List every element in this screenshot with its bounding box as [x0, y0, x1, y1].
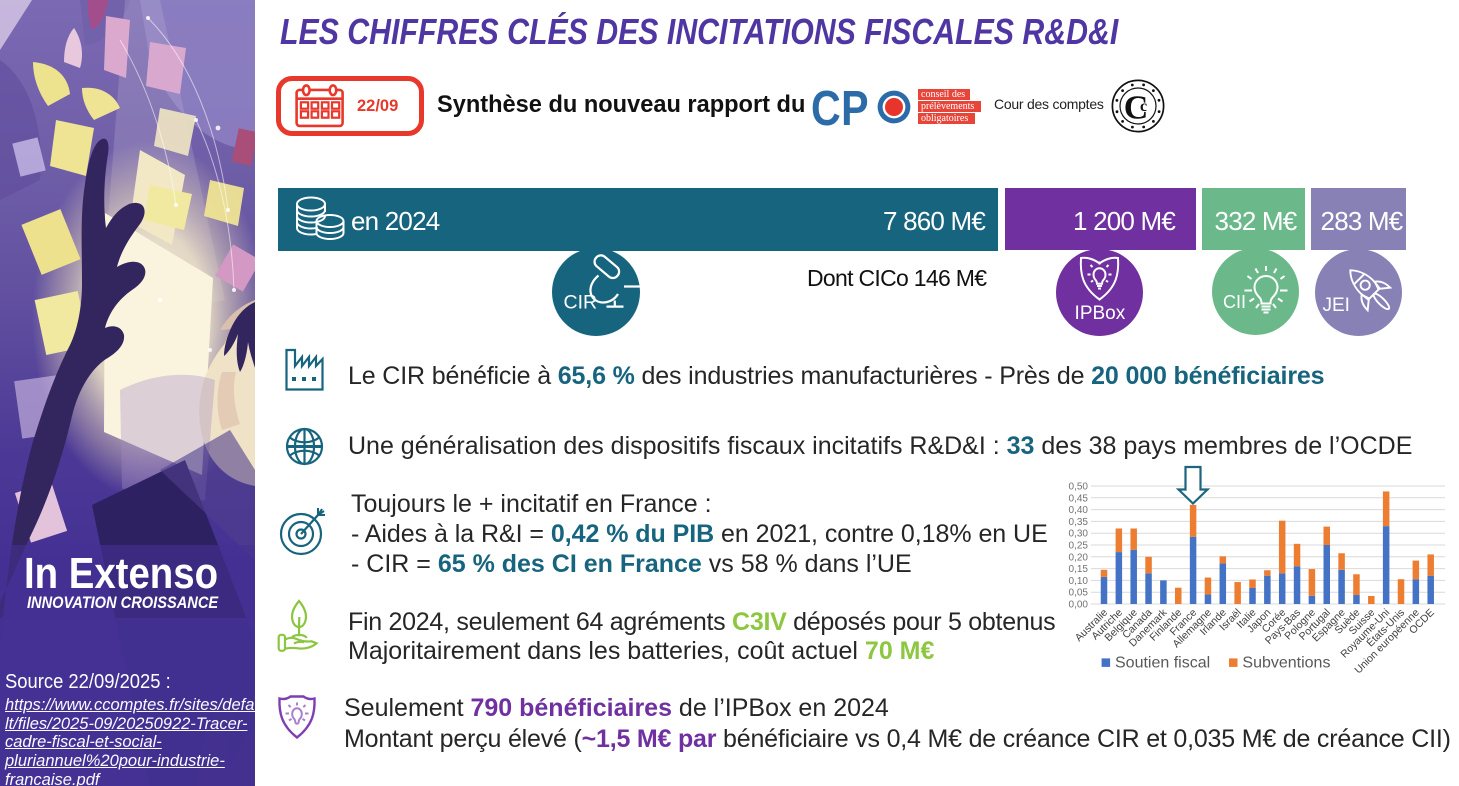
- svg-text:IPBox: IPBox: [1075, 303, 1126, 324]
- svg-text:CII: CII: [1223, 292, 1246, 312]
- svg-text:0,20: 0,20: [1069, 552, 1089, 563]
- svg-text:0,30: 0,30: [1069, 529, 1089, 540]
- svg-text:JEI: JEI: [1323, 295, 1350, 316]
- svg-text:0,10: 0,10: [1069, 576, 1089, 587]
- svg-text:0,40: 0,40: [1069, 505, 1089, 516]
- svg-text:Subventions: Subventions: [1242, 654, 1330, 671]
- svg-text:0,25: 0,25: [1069, 541, 1089, 552]
- svg-text:0,00: 0,00: [1069, 600, 1089, 611]
- svg-text:0,45: 0,45: [1069, 493, 1089, 504]
- svg-text:0,15: 0,15: [1069, 564, 1089, 575]
- svg-text:c: c: [1140, 98, 1147, 115]
- svg-text:0,05: 0,05: [1069, 588, 1089, 599]
- svg-text:C: C: [1124, 90, 1149, 127]
- svg-text:0,35: 0,35: [1069, 517, 1089, 528]
- svg-text:0,50: 0,50: [1069, 482, 1089, 493]
- svg-text:CIR: CIR: [564, 292, 598, 314]
- svg-text:Soutien fiscal: Soutien fiscal: [1115, 654, 1210, 671]
